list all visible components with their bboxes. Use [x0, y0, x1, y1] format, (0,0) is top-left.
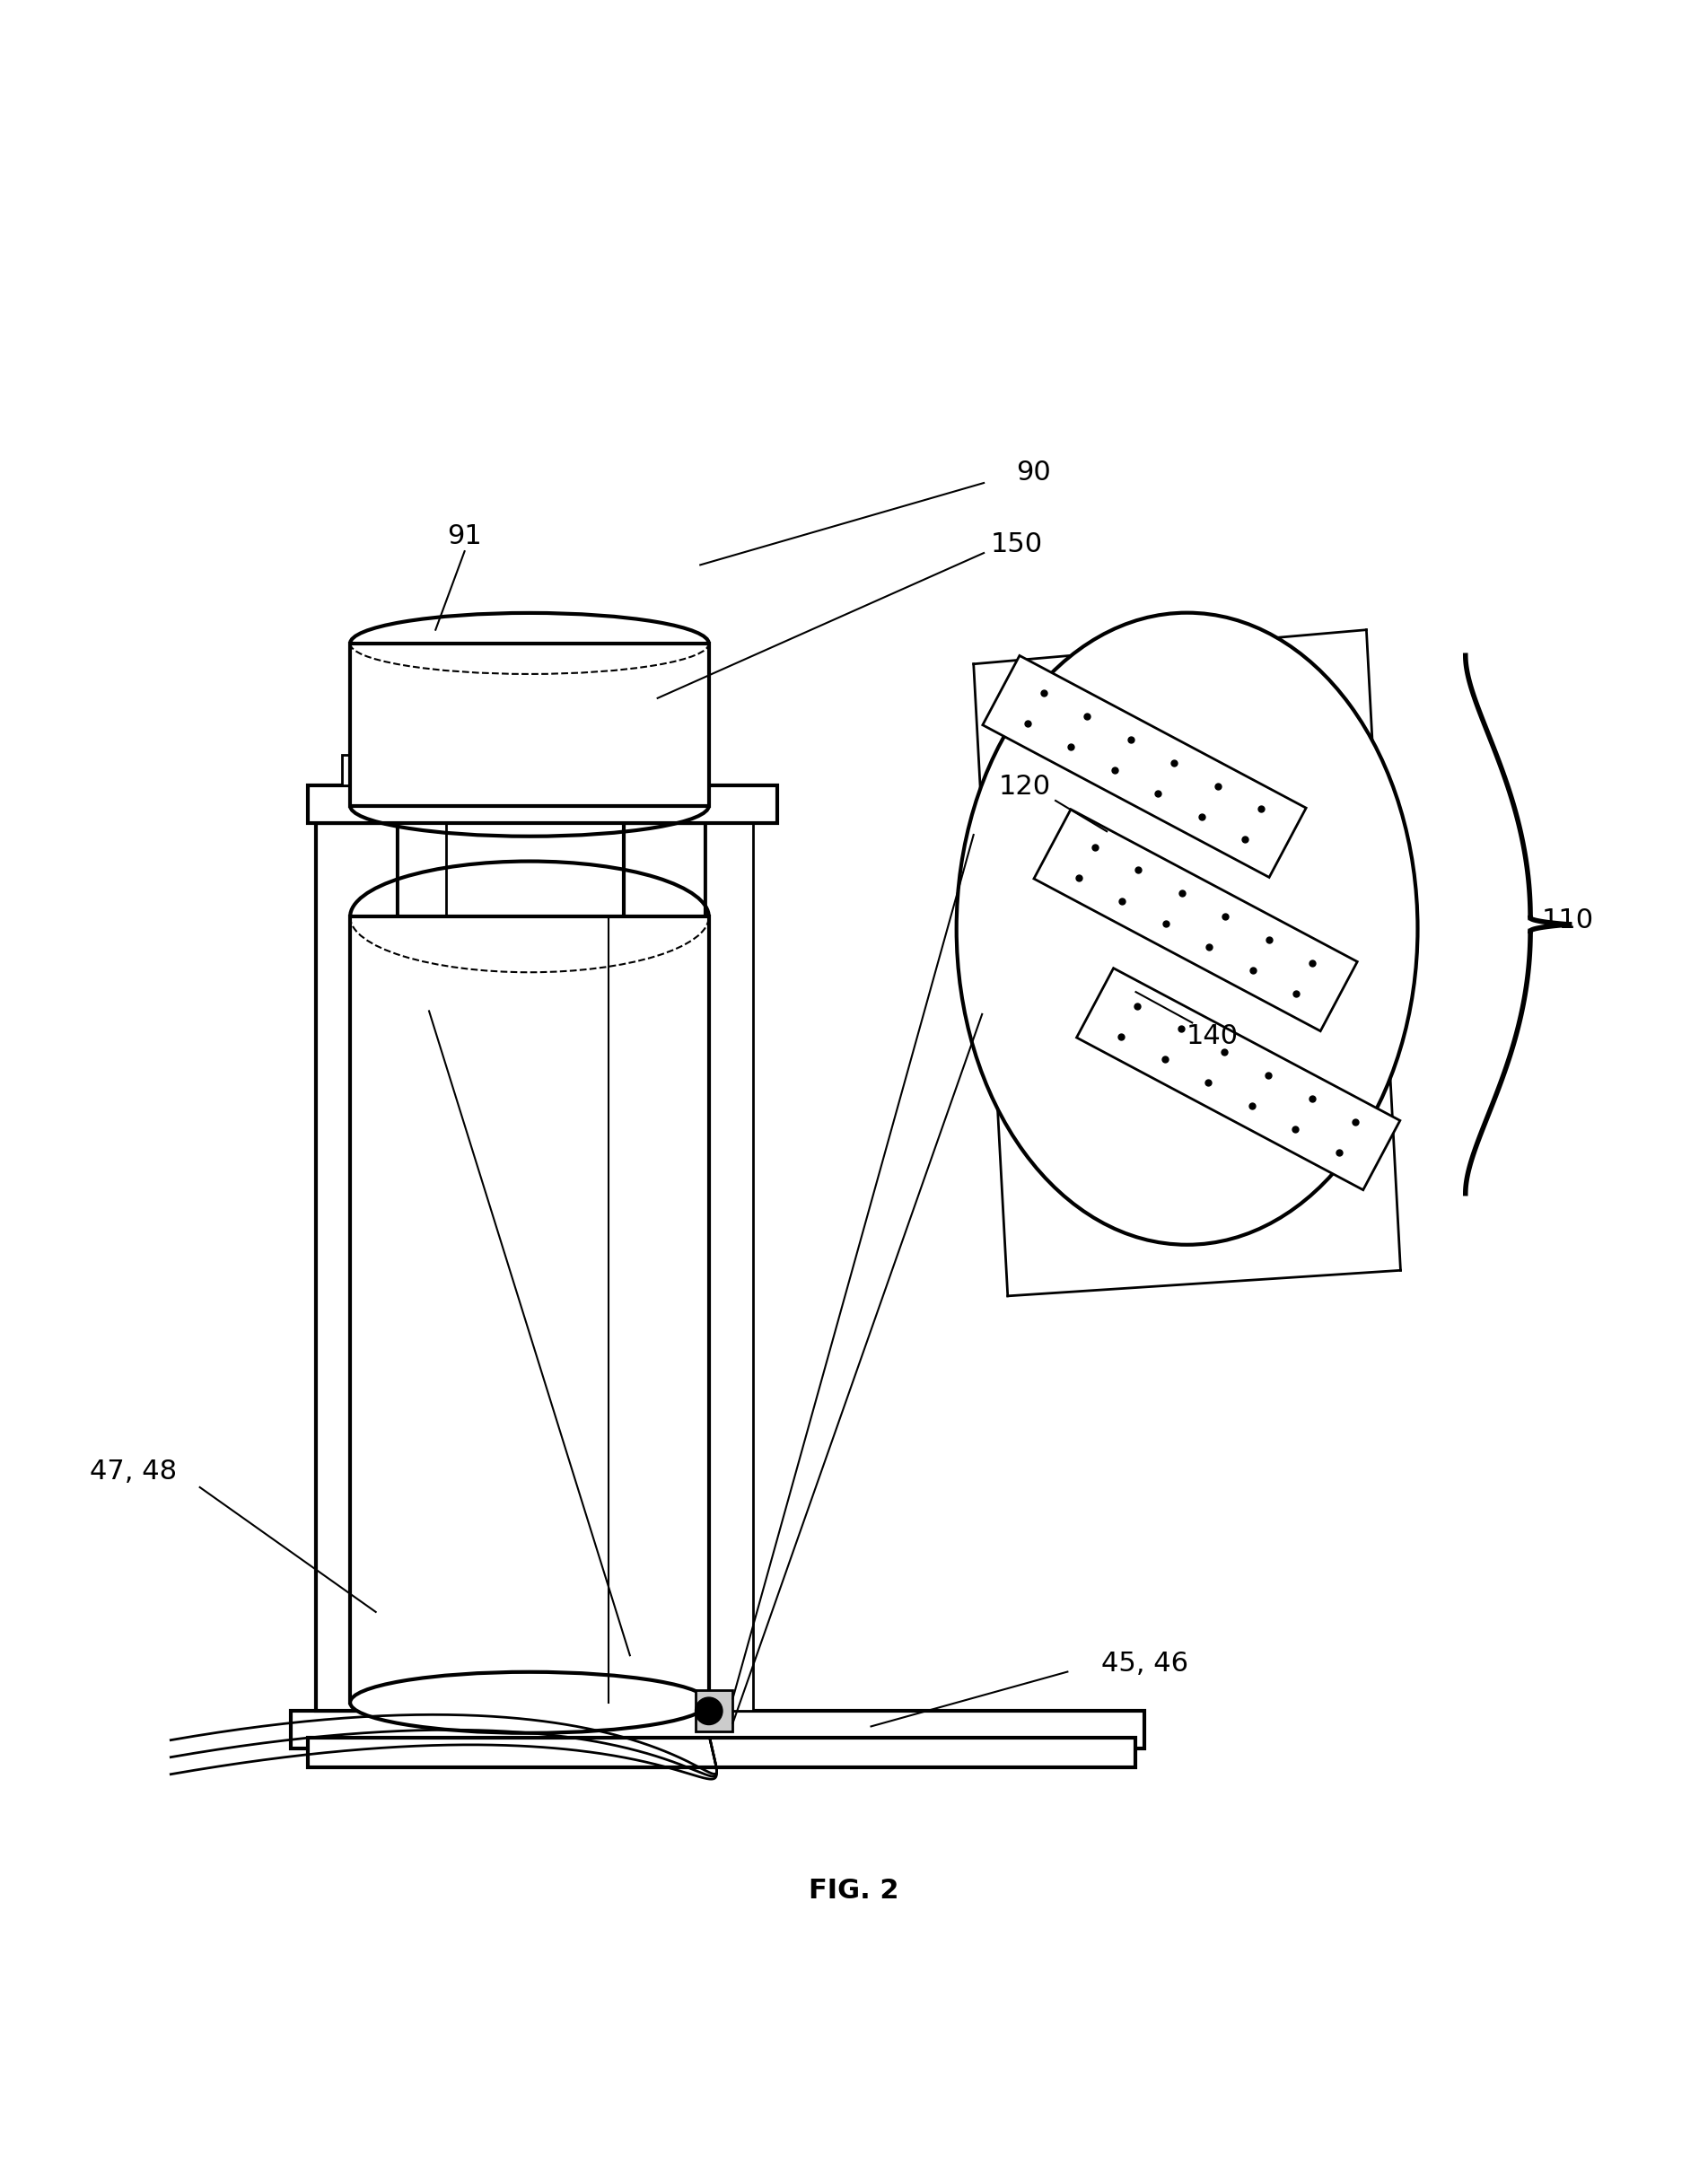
Text: 150: 150: [991, 532, 1044, 556]
Bar: [398, 823, 446, 1711]
Text: 110: 110: [1542, 908, 1594, 934]
Polygon shape: [1076, 969, 1401, 1189]
Ellipse shape: [350, 1671, 709, 1733]
Bar: [640, 755, 705, 786]
Bar: [307, 1737, 1136, 1767]
Bar: [342, 755, 407, 786]
Bar: [307, 786, 777, 823]
Text: 140: 140: [1187, 1023, 1238, 1050]
Text: 47, 48: 47, 48: [89, 1460, 178, 1486]
Bar: [695, 1691, 733, 1733]
Bar: [316, 823, 398, 1711]
Bar: [350, 644, 709, 805]
Ellipse shape: [956, 613, 1418, 1244]
Text: 91: 91: [447, 524, 482, 550]
Text: 90: 90: [1016, 460, 1050, 487]
Polygon shape: [982, 655, 1307, 877]
Bar: [350, 916, 709, 1702]
Circle shape: [695, 1698, 722, 1724]
Bar: [290, 1711, 1144, 1748]
Text: 45, 46: 45, 46: [1102, 1650, 1187, 1676]
Polygon shape: [1033, 810, 1358, 1032]
Text: 120: 120: [999, 775, 1050, 801]
Bar: [623, 823, 705, 1711]
Bar: [705, 823, 753, 1711]
Text: FIG. 2: FIG. 2: [810, 1877, 898, 1903]
